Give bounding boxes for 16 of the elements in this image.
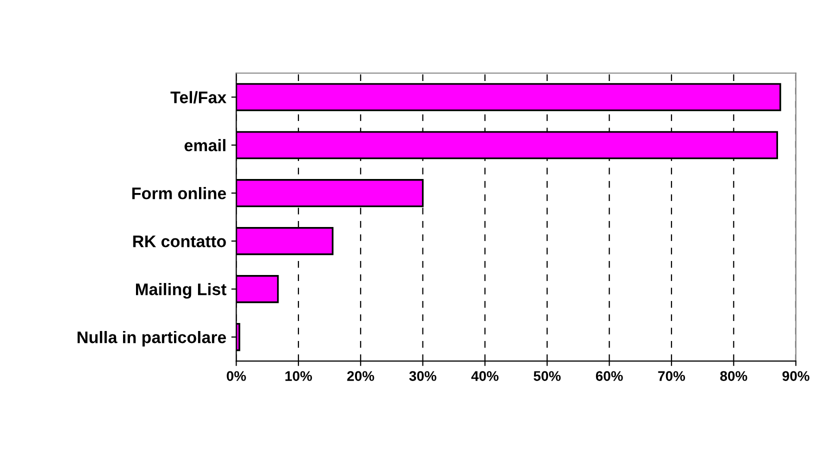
x-tick-label: 90% — [782, 371, 810, 381]
x-tick-label: 80% — [720, 371, 748, 381]
y-tick-label: RK contatto — [133, 236, 226, 248]
x-tick-label: 50% — [534, 371, 561, 381]
x-tick-label: 10% — [285, 371, 312, 381]
y-tick-label: Tel/Fax — [170, 91, 226, 104]
x-tick-label: 30% — [409, 371, 436, 381]
x-tick-label: 40% — [471, 371, 498, 381]
x-tick-label: 0% — [226, 371, 246, 381]
x-tick-label: 70% — [658, 371, 686, 381]
y-tick-label: email — [184, 139, 226, 152]
y-tick-label: Form online — [132, 187, 226, 200]
x-tick-label: 60% — [596, 371, 623, 381]
y-tick-label: Mailing List — [136, 283, 226, 299]
y-tick-label: Nulla in particolare — [78, 331, 226, 347]
x-tick-label: 20% — [347, 371, 374, 381]
